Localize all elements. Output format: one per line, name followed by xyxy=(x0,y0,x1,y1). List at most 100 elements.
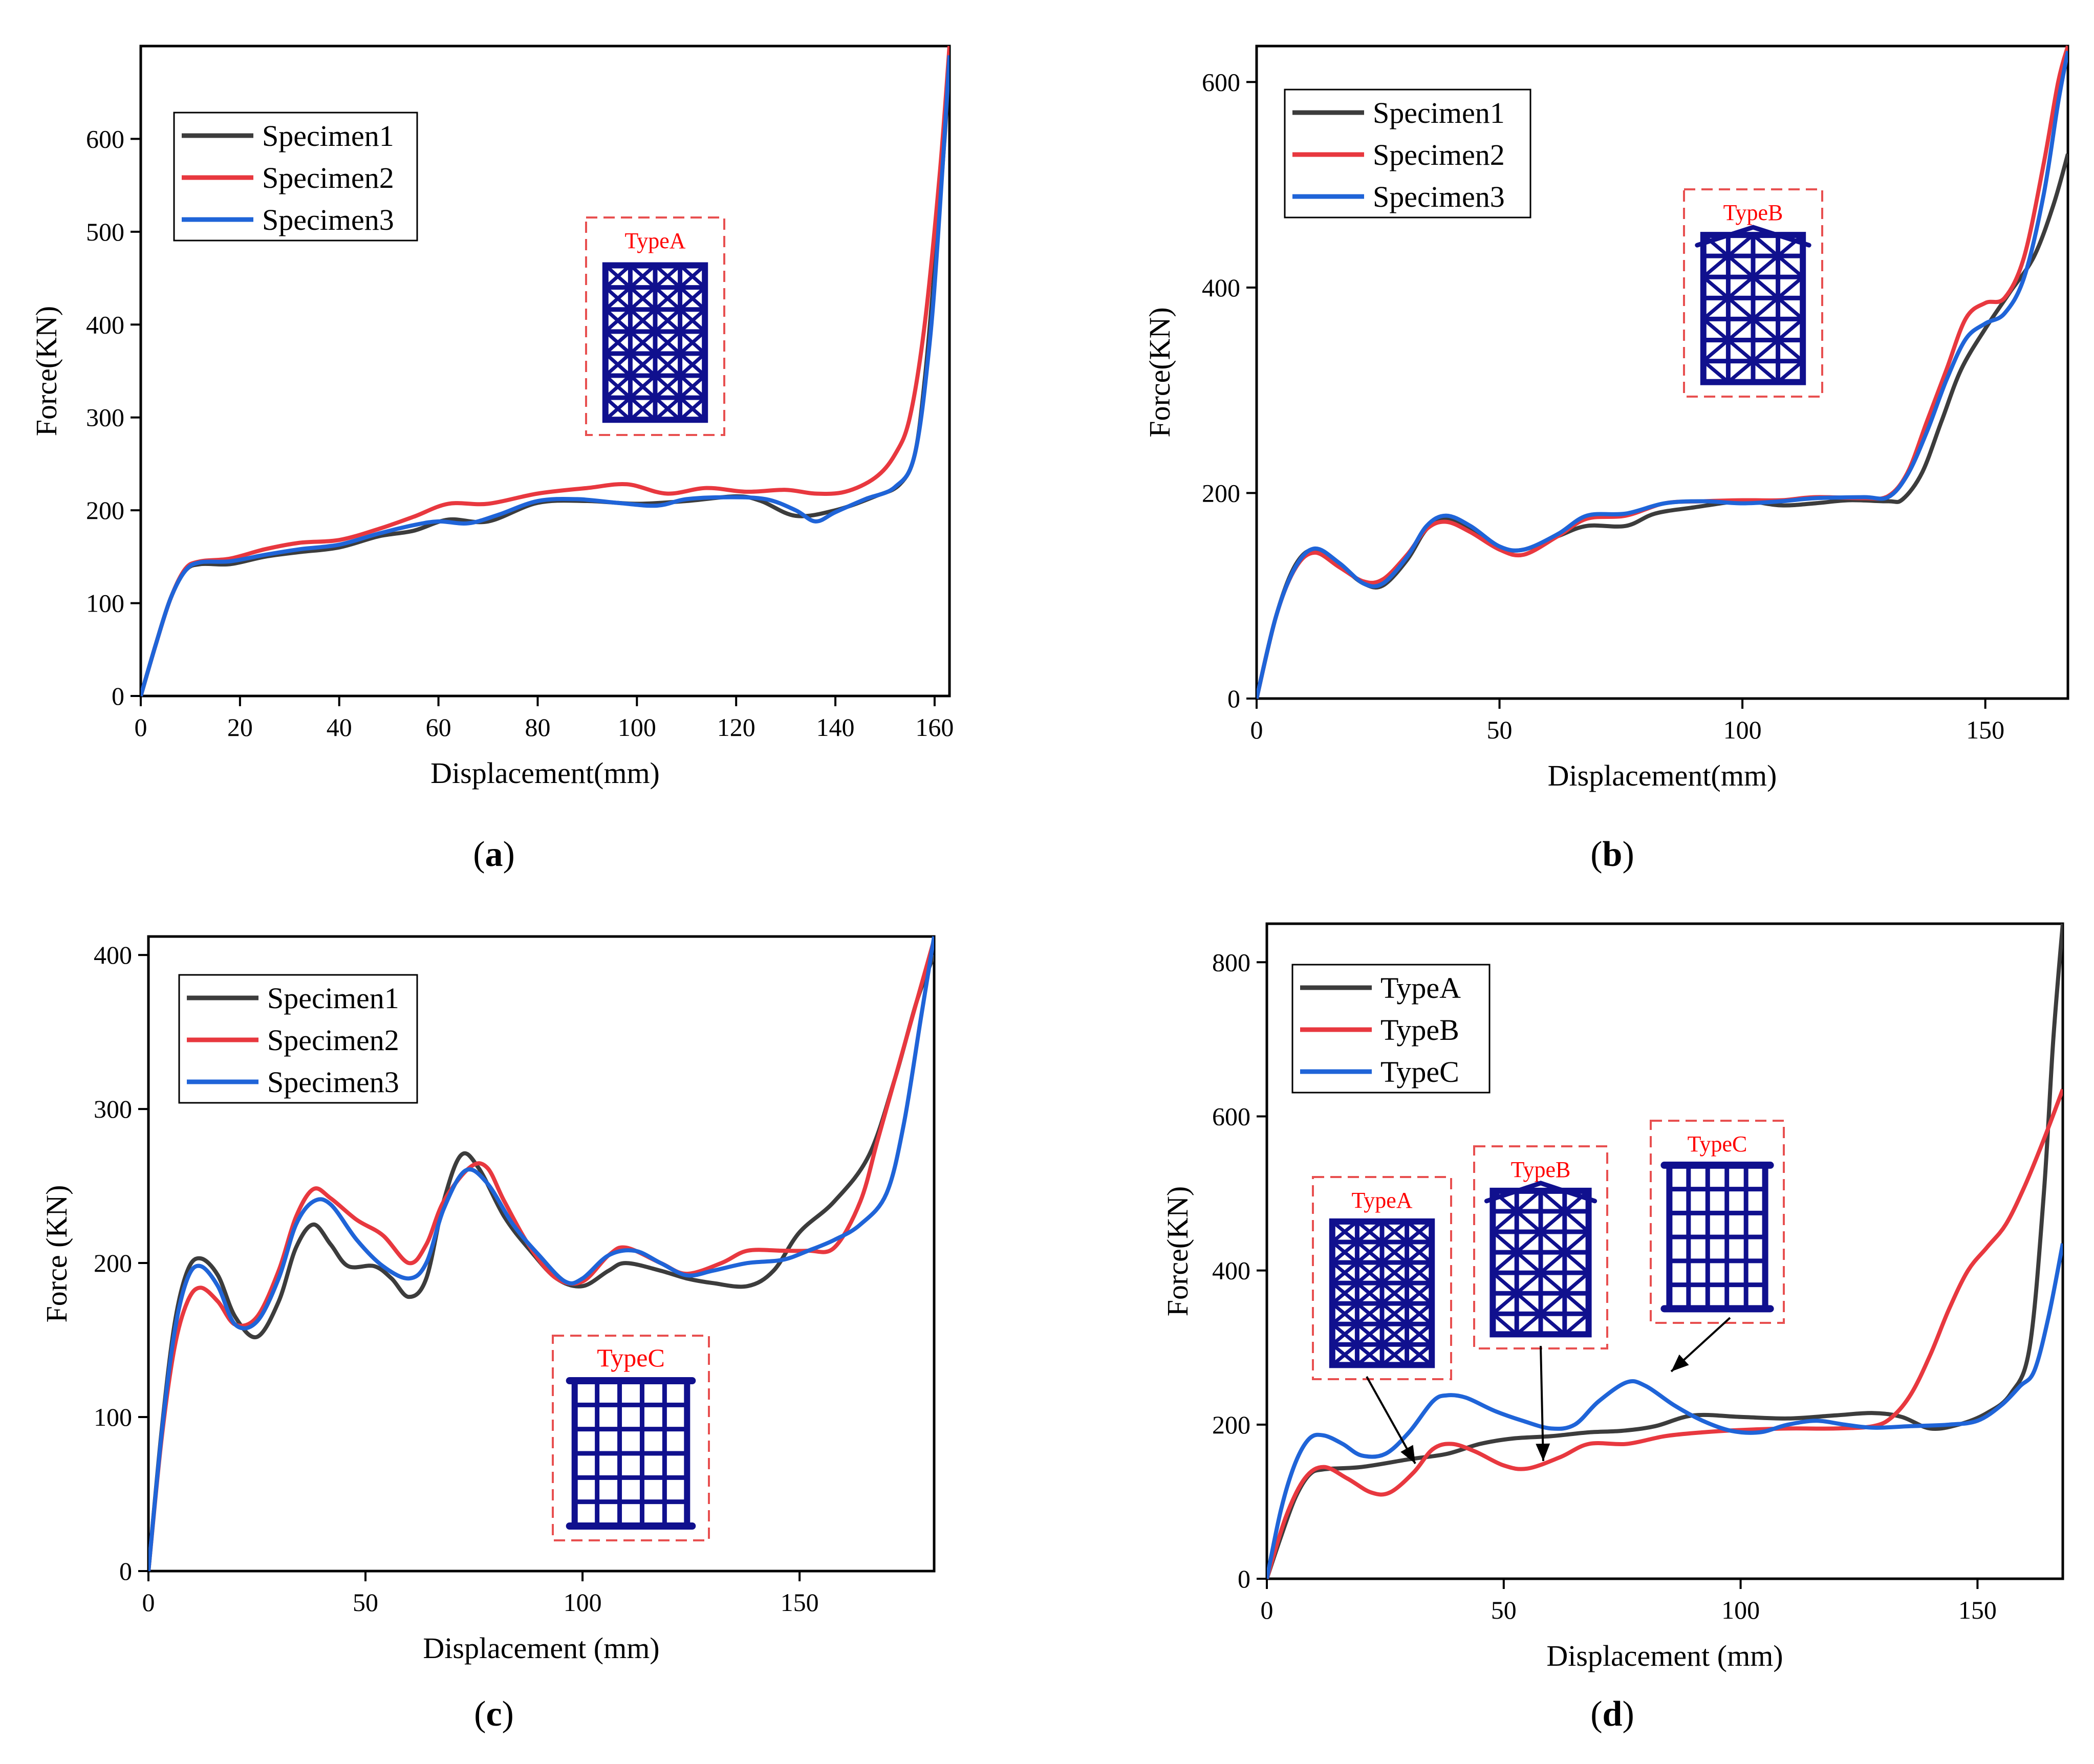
y-tick-label: 800 xyxy=(1212,948,1250,976)
panel-d-typea-lattice-brace xyxy=(1405,1260,1434,1285)
legend-entry: TypeA xyxy=(1380,971,1461,1005)
panel-a-typea-lattice-brace xyxy=(678,264,707,290)
plot-frame xyxy=(139,45,951,698)
panel-b-typeb-lattice-brace xyxy=(1776,359,1805,384)
series-line-specimen2 xyxy=(141,46,949,697)
panel-a-typea-lattice-brace xyxy=(653,308,682,334)
panel-b-typeb-lattice-brace xyxy=(1726,317,1755,342)
y-tick-label: 400 xyxy=(1202,273,1240,302)
legend-entry: Specimen2 xyxy=(1373,138,1505,171)
panel-a-typea-lattice-brace xyxy=(603,396,632,422)
panel-b-typeb-lattice-brace xyxy=(1751,317,1780,342)
x-tick-label: 0 xyxy=(135,713,147,742)
panel-a-typea-inset-border xyxy=(585,216,725,436)
panel-b-typeb-lattice-brace xyxy=(1751,275,1780,300)
y-tick-label: 300 xyxy=(86,403,124,432)
x-tick-label: 50 xyxy=(353,1588,378,1617)
panel-a-typea-lattice-brace xyxy=(678,374,707,400)
legend-entry: TypeB xyxy=(1380,1013,1459,1047)
panel-d-typea-lattice-brace xyxy=(1330,1281,1359,1305)
x-axis-title: Displacement (mm) xyxy=(1546,1639,1783,1672)
panel-a-typea-lattice-brace xyxy=(628,286,657,312)
panel-d-typeb-lattice-brace xyxy=(1491,1271,1519,1295)
x-tick-label: 100 xyxy=(1721,1596,1760,1624)
panel-d-typeb-lattice-cap xyxy=(1484,1181,1598,1204)
panel-a-typea-lattice-brace xyxy=(653,264,682,290)
panel-d-typeb-lattice-brace xyxy=(1491,1291,1519,1316)
y-tick-label: 0 xyxy=(112,682,124,710)
series-line-specimen3 xyxy=(148,936,934,1572)
panel-d-typeb-lattice-brace xyxy=(1515,1209,1543,1234)
panel-d-typea-lattice-brace xyxy=(1405,1219,1434,1244)
legend-entry: Specimen2 xyxy=(262,161,394,194)
panel-b-typeb-lattice xyxy=(1695,225,1811,385)
panel-d-typea-lattice-brace xyxy=(1355,1281,1384,1305)
panel-b-typeb-lattice-brace xyxy=(1776,233,1805,258)
panel-a: 0 20 40 60 80 100 120 140 160 0 100 200 300 400 500 600… xyxy=(30,45,954,790)
panel-b-typeb-lattice-brace xyxy=(1776,275,1805,300)
panel-a-typea-lattice xyxy=(602,262,708,423)
panel-b-typeb-lattice-brace xyxy=(1701,254,1730,279)
panel-d-typeb-lattice-brace xyxy=(1539,1271,1567,1295)
panel-a-typea-lattice-brace xyxy=(603,286,632,312)
panel-b-typeb-lattice-brace xyxy=(1726,254,1755,279)
y-tick-label: 200 xyxy=(1212,1410,1250,1439)
panel-d-typeb-lattice-brace xyxy=(1563,1209,1591,1234)
legend-entry: TypeC xyxy=(1380,1055,1459,1088)
panel-d-typeb-lattice-brace xyxy=(1539,1189,1567,1213)
x-tick-label: 100 xyxy=(564,1588,602,1617)
x-tick-label: 0 xyxy=(142,1588,155,1617)
series-line-specimen3 xyxy=(1257,51,2068,699)
panel-d-typea-lattice-brace xyxy=(1380,1240,1409,1265)
panel-b-typeb-lattice-brace xyxy=(1776,254,1805,279)
annotation-arrow xyxy=(1540,1345,1544,1462)
panel-a-typea-lattice-brace xyxy=(628,330,657,356)
panel-a-typea-lattice-brace xyxy=(603,264,632,290)
panel-a-typea-lattice-brace xyxy=(653,286,682,312)
panel-d-typea-lattice-brace xyxy=(1405,1301,1434,1326)
panel-d-typeb-lattice-brace xyxy=(1491,1250,1519,1275)
x-tick-label: 20 xyxy=(227,713,253,742)
panel-b-typeb-lattice-brace xyxy=(1701,233,1730,258)
panel-d-typea-lattice-brace xyxy=(1380,1260,1409,1285)
series-group xyxy=(1257,45,2068,699)
panel-a-typea-lattice-brace xyxy=(628,308,657,334)
panel-d-typeb-lattice-brace xyxy=(1563,1291,1591,1316)
x-tick-label: 150 xyxy=(1958,1596,1997,1624)
annotation-arrowhead xyxy=(1400,1445,1415,1464)
legend-entry: Specimen3 xyxy=(1373,180,1505,213)
panel-b-typeb-lattice-brace xyxy=(1751,254,1780,279)
panel-a-typea-lattice-brace xyxy=(653,374,682,400)
panel-d-typea-lattice-brace xyxy=(1355,1342,1384,1367)
panel-d-typeb-lattice-brace xyxy=(1491,1189,1519,1213)
y-tick-label: 400 xyxy=(1212,1256,1250,1285)
panel-d-typeb-lattice-brace xyxy=(1491,1230,1519,1254)
panel-d-typea-lattice-brace xyxy=(1405,1342,1434,1367)
panel-d-typea-lattice-brace xyxy=(1380,1219,1409,1244)
annotation-arrowhead xyxy=(1671,1354,1689,1371)
x-tick-label: 40 xyxy=(327,713,352,742)
panel-d-typeb-lattice-brace xyxy=(1539,1209,1567,1234)
y-tick-label: 400 xyxy=(94,941,132,969)
panel-a-typea-lattice-brace xyxy=(628,396,657,422)
panel-b-typeb-lattice-brace xyxy=(1751,296,1780,321)
panel-d-typeb-lattice-brace xyxy=(1539,1312,1567,1336)
panel-d-typea-inset-border xyxy=(1312,1176,1452,1380)
panel-c-typec-inset-border xyxy=(552,1335,710,1541)
panel-d-typea-lattice-brace xyxy=(1355,1322,1384,1346)
y-tick-label: 300 xyxy=(94,1095,132,1123)
panel-d-typec-inset-label: TypeC xyxy=(1688,1131,1747,1157)
panel-d-typea-lattice-brace xyxy=(1330,1219,1359,1244)
x-tick-label: 100 xyxy=(1723,715,1762,744)
x-tick-label: 150 xyxy=(781,1588,819,1617)
y-tick-label: 100 xyxy=(94,1403,132,1431)
panel-b-typeb-lattice-brace xyxy=(1726,296,1755,321)
panel-b-typeb-lattice-brace xyxy=(1701,296,1730,321)
legend-entry: Specimen1 xyxy=(1373,96,1505,129)
panel-label-b: (b) xyxy=(1590,835,1634,874)
panel-d-typea-lattice-brace xyxy=(1405,1322,1434,1346)
x-tick-label: 0 xyxy=(1261,1596,1273,1624)
panel-d-typeb-lattice-brace xyxy=(1515,1312,1543,1336)
panel-b-typeb-lattice-brace xyxy=(1776,296,1805,321)
panel-b-typeb-lattice-brace xyxy=(1726,338,1755,363)
